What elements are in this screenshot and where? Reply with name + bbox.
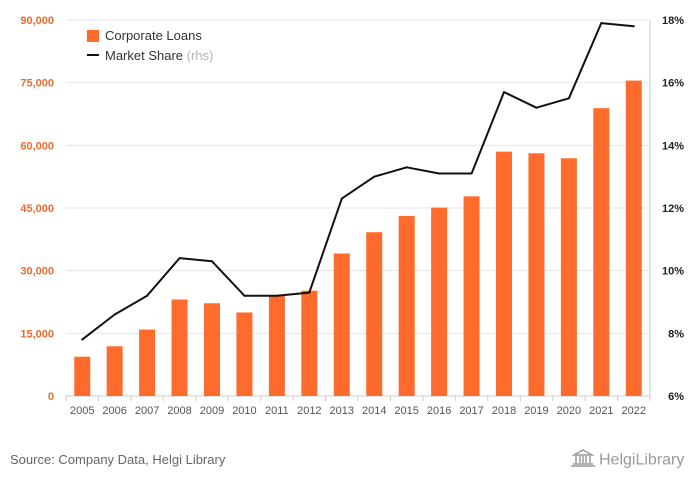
market-share-point-2007 — [146, 294, 149, 297]
bar-2005 — [74, 356, 91, 396]
line-series-market-share — [81, 22, 635, 341]
market-share-point-2011 — [275, 294, 278, 297]
market-share-point-2009 — [211, 260, 213, 263]
bar-2015 — [398, 215, 415, 396]
y-axis-right: 6% 8% 10% 12% 14% 16% 18% — [649, 15, 684, 403]
bar-2006 — [106, 346, 123, 396]
legend: Corporate Loans Market Share (rhs) — [87, 28, 213, 63]
y-tick-label-right: 8% — [668, 328, 684, 340]
x-tick-label: 2017 — [459, 405, 483, 417]
source-note: Source: Company Data, Helgi Library — [10, 452, 226, 467]
x-tick-label: 2016 — [427, 405, 451, 417]
market-share-point-2006 — [113, 313, 116, 316]
bar-2021 — [593, 108, 610, 396]
grid-lines — [66, 19, 650, 397]
x-axis: 2005 2006 2007 2008 2009 2010 2011 2012 2013 2014… — [65, 396, 651, 417]
bar-series-corporate-loans — [74, 80, 642, 397]
bar-2008 — [171, 299, 188, 396]
x-tick-label: 2008 — [167, 405, 191, 417]
x-tick-label: 2015 — [394, 405, 418, 417]
market-share-point-2016 — [438, 172, 441, 175]
y-tick-label-right: 14% — [662, 140, 684, 152]
legend-swatch-corporate-loans — [87, 30, 99, 42]
x-tick-label: 2020 — [557, 405, 581, 417]
bar-2009 — [204, 303, 220, 396]
market-share-point-2017 — [470, 172, 473, 175]
market-share-point-2012 — [308, 291, 311, 294]
x-tick-label: 2019 — [524, 405, 548, 417]
bar-2013 — [333, 253, 350, 396]
bar-2007 — [139, 329, 156, 396]
x-tick-label: 2013 — [330, 405, 354, 417]
bar-2012 — [301, 290, 318, 396]
bar-2014 — [366, 232, 383, 396]
x-tick-label: 2021 — [589, 405, 613, 417]
y-tick-label-right: 12% — [662, 203, 684, 215]
market-share-point-2018 — [503, 91, 505, 94]
x-tick-label: 2018 — [492, 405, 516, 417]
market-share-line — [81, 22, 634, 341]
bar-2022 — [625, 80, 642, 397]
x-tick-label: 2005 — [70, 405, 94, 417]
helgi-library-logo[interactable]: HelgiLibrary — [570, 449, 684, 472]
legend-label-market-share: Market Share (rhs) — [105, 48, 213, 63]
y-tick-label-left: 15,000 — [20, 328, 54, 340]
y-tick-label-left: 45,000 — [20, 203, 54, 215]
bar-2019 — [528, 153, 545, 396]
market-share-point-2022 — [632, 25, 635, 28]
y-tick-label-left: 0 — [48, 391, 54, 403]
library-building-icon — [570, 449, 596, 472]
bar-2018 — [496, 151, 512, 396]
bar-2010 — [236, 312, 253, 396]
x-tick-label: 2022 — [622, 405, 646, 417]
x-tick-label: 2006 — [102, 405, 126, 417]
y-tick-label-right: 16% — [662, 78, 684, 90]
legend-label-corporate-loans: Corporate Loans — [105, 28, 202, 43]
x-tick-label: 2010 — [232, 405, 256, 417]
x-tick-label: 2014 — [362, 405, 386, 417]
logo-text: HelgiLibrary — [599, 451, 685, 469]
y-tick-label-left: 75,000 — [20, 78, 54, 90]
market-share-point-2015 — [405, 166, 408, 169]
x-tick-label: 2012 — [297, 405, 321, 417]
legend-rhs-note: (rhs) — [187, 48, 214, 63]
y-tick-label-left: 30,000 — [20, 266, 54, 278]
market-share-point-2019 — [535, 106, 538, 109]
bar-2020 — [560, 158, 577, 396]
market-share-point-2010 — [243, 294, 246, 297]
bar-2011 — [268, 295, 285, 396]
x-tick-label: 2009 — [200, 405, 224, 417]
y-axis-left: 0 15,000 30,000 45,000 60,000 75,000 90,000 — [20, 15, 54, 403]
y-tick-label-right: 18% — [662, 15, 684, 27]
y-tick-label-right: 6% — [668, 391, 684, 403]
bar-2017 — [463, 196, 480, 396]
y-tick-label-left: 90,000 — [20, 15, 54, 27]
market-share-point-2020 — [567, 97, 570, 100]
market-share-point-2014 — [373, 175, 376, 178]
bar-2016 — [431, 207, 448, 396]
x-tick-label: 2007 — [135, 405, 159, 417]
market-share-point-2005 — [81, 338, 84, 341]
market-share-point-2021 — [600, 22, 603, 25]
x-tick-label: 2011 — [265, 405, 289, 417]
y-tick-label-left: 60,000 — [20, 140, 54, 152]
market-share-point-2008 — [178, 257, 181, 260]
y-tick-label-right: 10% — [662, 266, 684, 278]
market-share-point-2013 — [340, 197, 343, 200]
